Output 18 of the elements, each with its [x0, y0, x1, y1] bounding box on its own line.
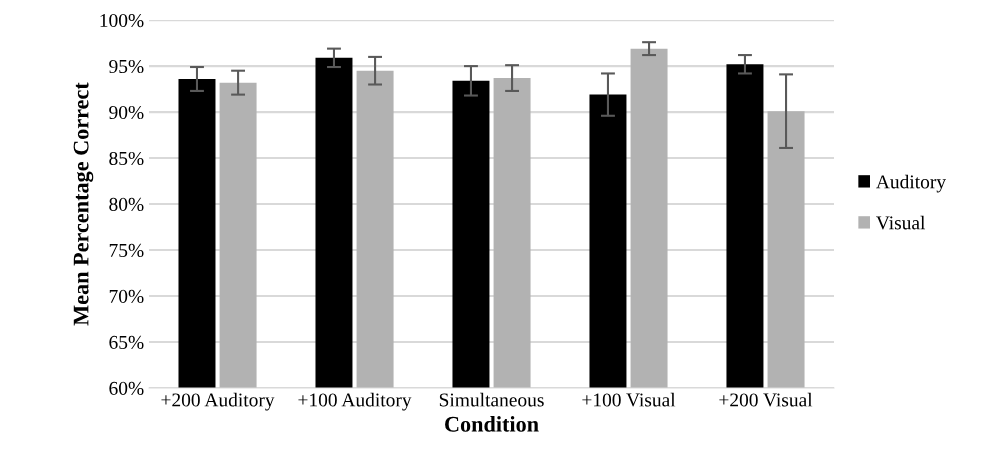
y-axis-title: Mean Percentage Correct: [73, 82, 94, 326]
y-tick-label: 70%: [109, 289, 144, 304]
y-tick-label: 100%: [100, 13, 144, 28]
x-tick-label: Simultaneous: [439, 392, 544, 407]
legend-label: Visual: [876, 215, 926, 230]
x-tick-label: +200 Auditory: [161, 392, 275, 411]
x-tick-label: +100 Visual: [582, 392, 676, 407]
legend-label: Auditory: [876, 174, 946, 193]
x-axis-title: Condition: [445, 416, 539, 432]
y-tick-label: 85%: [109, 151, 144, 166]
y-tick-label: 80%: [109, 197, 144, 212]
y-tick-label: 90%: [109, 105, 144, 120]
y-tick-label: 60%: [109, 381, 144, 395]
y-tick-label: 95%: [109, 59, 144, 74]
y-tick-label: 65%: [109, 335, 144, 349]
x-tick-label: +200 Visual: [719, 392, 813, 407]
y-tick-label: 75%: [109, 243, 144, 258]
x-tick-label: +100 Auditory: [298, 392, 412, 411]
